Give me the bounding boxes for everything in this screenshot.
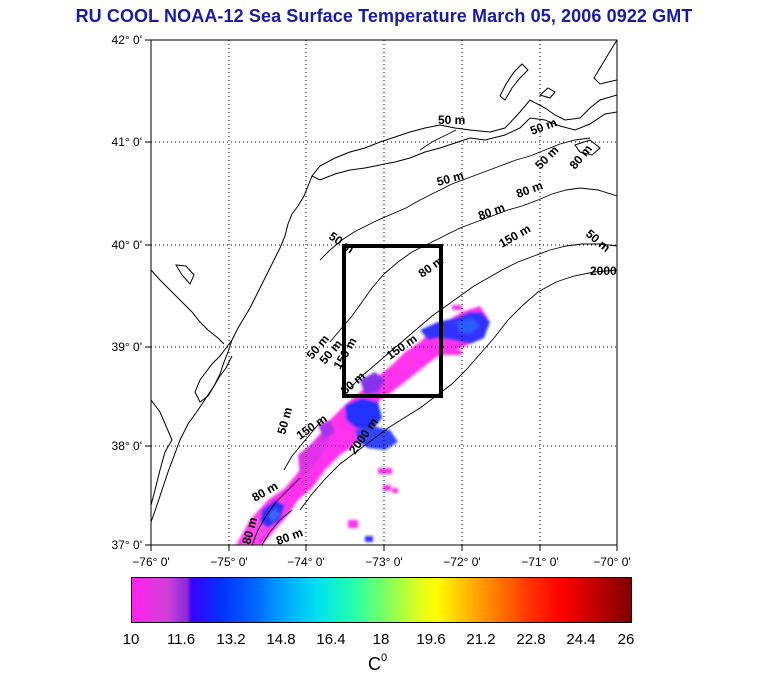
lon-label: −76° 0' [132,555,169,569]
unit-letter: C [368,654,381,674]
colorbar-tick: 24.4 [566,631,596,648]
colorbar-tick: 13.2 [216,631,246,648]
map-title: RU COOL NOAA-12 Sea Surface Temperature … [75,6,693,26]
temperature-colorbar [131,577,632,623]
colorbar-tick: 19.6 [416,631,446,648]
longitude-labels: −76° 0' −75° 0' −74° 0' −73° 0' −72° 0' … [132,555,630,569]
colorbar-tick: 16.4 [316,631,346,648]
colorbar-tick: 18 [372,631,390,648]
colorbar-tick: 21.2 [466,631,496,648]
lon-label: −70° 0' [593,555,630,569]
lon-label: −75° 0' [210,555,247,569]
lat-label: 40° 0' [112,238,142,252]
lat-label: 38° 0' [112,439,142,453]
colorbar-tick: 10 [122,631,140,648]
colorbar-tick: 26 [617,631,635,648]
lat-label: 39° 0' [112,340,142,354]
lon-label: −73° 0' [365,555,402,569]
unit-superscript: 0 [381,652,388,664]
lon-label: −74° 0' [287,555,324,569]
bathymetry-contours [251,129,617,545]
sst-data-layer [236,305,490,545]
colorbar-tick: 22.8 [516,631,546,648]
contour-label: 50 m [274,406,295,436]
contour-label: 2000 [590,264,617,278]
lat-label: 42° 0' [112,33,142,47]
tick-marks [145,39,618,551]
contour-label: 50 m [438,113,465,127]
study-area-box [342,244,443,398]
graticule [151,40,617,545]
contour-label: 50 m [435,168,465,189]
colorbar-tick: 14.8 [266,631,296,648]
coastline [151,40,617,523]
lat-label: 37° 0' [112,538,142,552]
contour-label: 80 m [239,516,260,546]
latitude-labels: 42° 0' 41° 0' 40° 0' 39° 0' 38° 0' 37° 0… [112,33,142,552]
lon-label: −72° 0' [443,555,480,569]
lon-label: −71° 0' [521,555,558,569]
lat-label: 41° 0' [112,135,142,149]
colorbar-unit: C0 [368,652,388,675]
colorbar-tick: 11.6 [166,631,196,648]
